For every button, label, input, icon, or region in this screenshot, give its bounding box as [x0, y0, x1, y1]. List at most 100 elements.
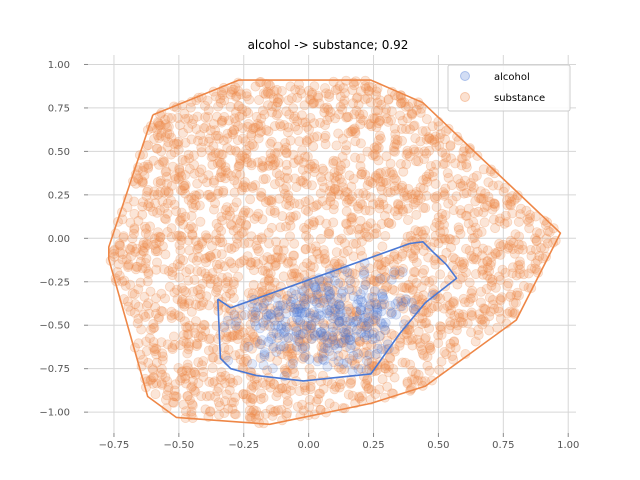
- substance-point: [324, 345, 335, 356]
- substance-point: [341, 197, 352, 208]
- alcohol-point: [231, 316, 242, 327]
- substance-point: [458, 146, 469, 157]
- substance-point: [324, 111, 335, 122]
- substance-point: [237, 133, 248, 144]
- substance-point: [285, 220, 296, 231]
- alcohol-point: [239, 309, 250, 320]
- substance-point: [189, 190, 200, 201]
- substance-point: [457, 271, 468, 282]
- substance-point: [256, 233, 267, 244]
- substance-point: [197, 173, 208, 184]
- substance-point: [248, 122, 259, 133]
- substance-point: [389, 173, 400, 184]
- substance-point: [407, 365, 418, 376]
- substance-point: [330, 176, 341, 187]
- substance-point: [194, 301, 205, 312]
- substance-point: [325, 306, 336, 317]
- substance-point: [424, 133, 435, 144]
- substance-point: [311, 289, 322, 300]
- substance-point: [455, 316, 466, 327]
- substance-point: [324, 228, 335, 239]
- substance-point: [476, 314, 487, 325]
- substance-point: [145, 201, 156, 212]
- substance-point: [157, 241, 168, 252]
- substance-point: [422, 360, 433, 371]
- substance-point: [229, 242, 240, 253]
- substance-point: [370, 105, 381, 116]
- substance-point: [379, 210, 390, 221]
- substance-point: [445, 317, 456, 328]
- substance-point: [195, 130, 206, 141]
- substance-point: [138, 354, 149, 365]
- substance-point: [411, 257, 422, 268]
- substance-point: [231, 146, 242, 157]
- substance-point: [267, 101, 278, 112]
- substance-point: [216, 166, 227, 177]
- substance-point: [373, 275, 384, 286]
- substance-point: [205, 192, 216, 203]
- substance-point: [358, 265, 369, 276]
- substance-point: [269, 207, 280, 218]
- substance-point: [135, 256, 146, 267]
- substance-point: [114, 270, 125, 281]
- substance-point: [159, 156, 170, 167]
- substance-point: [507, 208, 518, 219]
- substance-point: [332, 331, 343, 342]
- substance-point: [273, 157, 284, 168]
- substance-point: [282, 294, 293, 305]
- substance-point: [331, 247, 342, 258]
- substance-point: [422, 351, 433, 362]
- alcohol-point: [350, 316, 361, 327]
- substance-point: [160, 132, 171, 143]
- substance-point: [500, 210, 511, 221]
- substance-point: [127, 288, 138, 299]
- substance-point: [263, 261, 274, 272]
- substance-point: [484, 266, 495, 277]
- substance-point: [408, 253, 419, 264]
- substance-point: [430, 230, 441, 241]
- substance-point: [167, 161, 178, 172]
- substance-point: [363, 85, 374, 96]
- legend-marker-substance: [460, 92, 470, 102]
- substance-point: [141, 336, 152, 347]
- substance-point: [300, 244, 311, 255]
- alcohol-point: [353, 364, 364, 375]
- substance-point: [361, 231, 372, 242]
- substance-point: [274, 193, 285, 204]
- substance-point: [256, 232, 267, 243]
- substance-point: [183, 298, 194, 309]
- substance-point: [370, 388, 381, 399]
- alcohol-point: [265, 308, 276, 319]
- legend-label-alcohol: alcohol: [494, 72, 530, 83]
- substance-point: [396, 182, 407, 193]
- substance-point: [129, 307, 140, 318]
- substance-point: [200, 253, 211, 264]
- substance-point: [157, 196, 168, 207]
- alcohol-point: [333, 278, 344, 289]
- substance-point: [174, 261, 185, 272]
- substance-point: [176, 372, 187, 383]
- substance-point: [513, 216, 524, 227]
- substance-point: [208, 141, 219, 152]
- alcohol-point: [385, 300, 396, 311]
- substance-point: [320, 258, 331, 269]
- substance-point: [239, 152, 250, 163]
- substance-point: [492, 246, 503, 257]
- substance-point: [240, 389, 251, 400]
- substance-point: [347, 390, 358, 401]
- substance-point: [305, 113, 316, 124]
- substance-point: [301, 135, 312, 146]
- substance-point: [137, 209, 148, 220]
- substance-point: [375, 133, 386, 144]
- substance-point: [244, 140, 255, 151]
- substance-point: [120, 280, 131, 291]
- substance-point: [470, 336, 481, 347]
- substance-point: [318, 343, 329, 354]
- substance-point: [351, 93, 362, 104]
- substance-point: [127, 233, 138, 244]
- substance-point: [300, 282, 311, 293]
- substance-point: [166, 149, 177, 160]
- substance-point: [154, 236, 165, 247]
- substance-point: [307, 254, 318, 265]
- x-tick-label: 0.75: [492, 440, 514, 451]
